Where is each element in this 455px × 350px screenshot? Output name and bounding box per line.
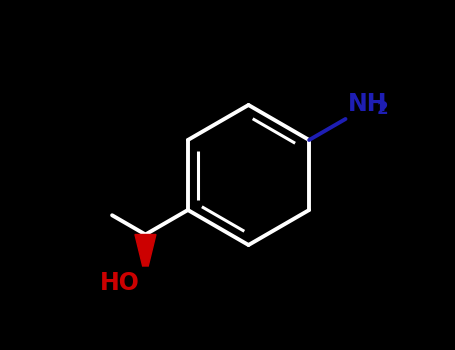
Polygon shape (135, 234, 156, 266)
Text: HO: HO (100, 271, 140, 295)
Text: 2: 2 (377, 100, 389, 118)
Text: NH: NH (348, 91, 388, 116)
